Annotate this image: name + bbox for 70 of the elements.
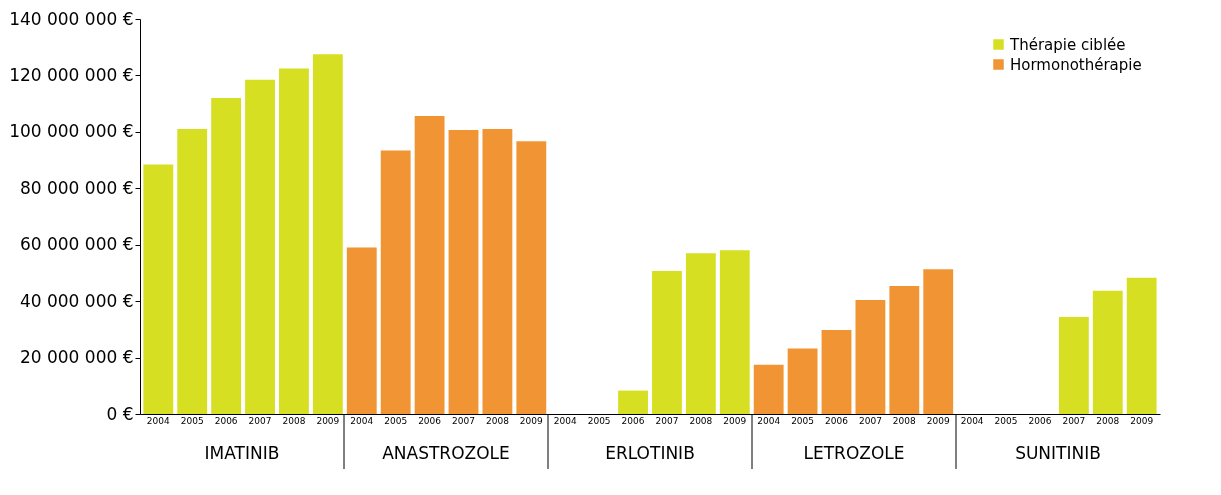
x-tick-label: 2007 <box>248 415 272 426</box>
bar <box>753 364 784 414</box>
x-tick-label: 2006 <box>621 415 645 426</box>
bar <box>618 390 648 414</box>
y-tick-label: 40 000 000 € <box>19 290 134 311</box>
text: ANASTROZOLE <box>382 443 510 463</box>
bar <box>685 253 716 414</box>
text: LETROZOLE <box>803 443 905 463</box>
bar <box>719 250 750 414</box>
y-tick-label: 140 000 000 € <box>9 8 134 29</box>
x-tick-label: 2005 <box>180 415 204 426</box>
bar <box>889 285 920 414</box>
x-tick-label: 2009 <box>316 415 340 426</box>
bar <box>279 68 309 414</box>
x-tick-label: 2004 <box>757 415 781 426</box>
bar <box>1058 316 1089 414</box>
x-tick-label: 2005 <box>384 415 408 426</box>
x-tick-label: 2008 <box>892 415 917 426</box>
x-tick-label: 2009 <box>519 415 544 426</box>
text: IMATINIB <box>204 443 280 463</box>
x-tick-label: 2006 <box>825 415 849 426</box>
bar <box>380 150 411 414</box>
x-tick-label: 2005 <box>994 415 1018 426</box>
bar <box>346 247 377 414</box>
x-tick-label: 2007 <box>655 415 679 426</box>
x-tick-label: 2008 <box>282 415 306 426</box>
bar <box>787 348 818 414</box>
bar <box>312 54 343 414</box>
x-tick-label: 2008 <box>689 415 713 426</box>
x-tick-label: 2004 <box>960 415 984 426</box>
x-tick-label: 2007 <box>452 415 475 426</box>
bar <box>855 300 886 414</box>
x-tick-label: 2006 <box>418 415 442 426</box>
bar <box>448 129 479 414</box>
x-tick-label: 2008 <box>1096 415 1120 426</box>
x-tick-label: 2007 <box>858 415 882 426</box>
legend-label: Thérapie ciblée <box>1009 35 1126 54</box>
bar <box>516 141 547 414</box>
x-tick-label: 2004 <box>350 415 374 426</box>
y-tick-label: 0 € <box>106 403 134 424</box>
x-tick-label: 2005 <box>587 415 611 426</box>
x-tick-label: 2009 <box>926 415 950 426</box>
bar <box>1126 277 1157 414</box>
y-tick-label: 120 000 000 € <box>9 64 134 85</box>
bar <box>143 164 174 414</box>
y-tick-label: 80 000 000 € <box>19 177 134 198</box>
bar <box>1092 290 1123 414</box>
x-tick-label: 2005 <box>791 415 815 426</box>
bar <box>821 329 852 414</box>
text: SUNITINIB <box>1015 443 1101 463</box>
x-tick-label: 2004 <box>553 415 577 426</box>
legend-label: Hormonothérapie <box>1010 55 1142 74</box>
y-tick-label: 60 000 000 € <box>19 234 134 255</box>
bar <box>177 129 208 414</box>
bar <box>652 270 682 414</box>
bar <box>211 98 242 414</box>
x-tick-label: 2008 <box>485 415 510 426</box>
bar <box>482 129 513 414</box>
bar <box>414 116 445 414</box>
x-tick-label: 2007 <box>1062 415 1086 426</box>
x-tick-label: 2006 <box>214 415 238 426</box>
x-tick-label: 2006 <box>1028 415 1052 426</box>
text: ERLOTINIB <box>605 443 695 463</box>
bar <box>245 79 275 414</box>
x-tick-label: 2009 <box>1130 415 1154 426</box>
y-tick-label: 100 000 000 € <box>9 121 134 142</box>
x-tick-label: 2009 <box>723 415 747 426</box>
y-tick-label: 20 000 000 € <box>19 347 134 368</box>
x-tick-label: 2004 <box>146 415 171 426</box>
bar <box>923 269 954 414</box>
